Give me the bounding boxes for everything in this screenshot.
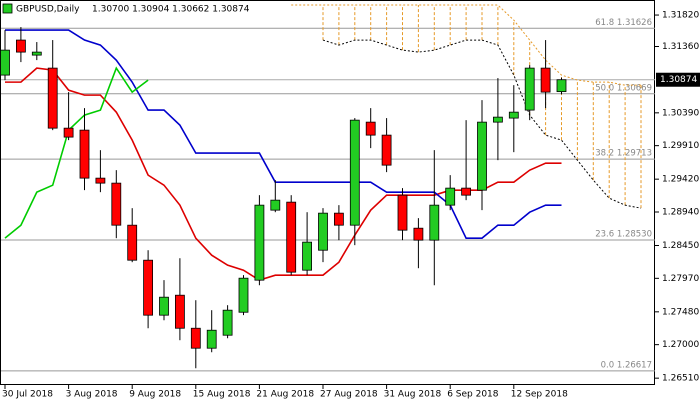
candle-body (524, 67, 535, 111)
y-tick-label: 1.28450 (662, 241, 699, 251)
candle-body (190, 327, 201, 349)
candle-body (31, 51, 42, 56)
candle-body (349, 119, 360, 226)
candle-body (556, 79, 567, 93)
fib-label: 23.6 1.28530 (595, 230, 652, 240)
y-tick-label: 1.28940 (662, 207, 699, 217)
fib-label: 38.2 1.29713 (595, 149, 652, 159)
x-tick-label: 12 Sep 2018 (511, 390, 568, 400)
candle-body (477, 121, 487, 191)
candle-body (95, 177, 106, 184)
y-tick-label: 1.31360 (662, 42, 699, 52)
y-tick-label: 1.26510 (662, 374, 699, 384)
candle-body (79, 129, 90, 179)
candle-body (540, 67, 551, 93)
candle-body (492, 116, 503, 123)
x-tick-label: 9 Aug 2018 (129, 390, 181, 400)
fib-label: 61.8 1.31626 (595, 18, 652, 28)
candle-body (270, 199, 281, 211)
candle-body (63, 127, 74, 138)
candle-body (333, 212, 344, 226)
indicator-line (4, 66, 149, 239)
candle-body (174, 294, 185, 329)
indicator-line (5, 29, 562, 239)
candle-body (508, 111, 519, 119)
candle-body (254, 204, 265, 281)
candle-body (127, 224, 138, 261)
candle-body (143, 259, 154, 316)
candle-body (238, 277, 249, 313)
y-tick-label: 1.27480 (662, 307, 699, 317)
x-tick-label: 6 Sep 2018 (447, 390, 499, 400)
y-tick-label: 1.30390 (662, 108, 699, 118)
candle-body (318, 212, 328, 251)
y-tick-label: 1.27970 (662, 274, 699, 284)
candle-body (0, 49, 10, 76)
fib-label: 50.0 1.30669 (595, 83, 652, 93)
x-tick-label: 15 Aug 2018 (193, 390, 251, 400)
x-tick-label: 3 Aug 2018 (66, 390, 118, 400)
y-tick-label: 1.27000 (662, 340, 699, 350)
y-tick-label: 1.31820 (662, 11, 699, 21)
x-tick-label: 31 Aug 2018 (384, 390, 442, 400)
candle-body (302, 241, 313, 271)
candle-body (206, 329, 217, 349)
ohlc-text: 1.30700 1.30904 1.30662 1.30874 (92, 5, 250, 15)
candle-body (15, 39, 26, 53)
candle-body (111, 182, 122, 226)
plot-frame (0, 0, 655, 385)
x-tick-label: 27 Aug 2018 (320, 390, 378, 400)
candle-body (159, 296, 169, 316)
candle-body (445, 187, 456, 206)
y-tick-label: 1.29910 (662, 141, 699, 151)
title-icon (2, 3, 13, 14)
candle-body (286, 201, 297, 273)
x-tick-label: 30 Jul 2018 (2, 390, 53, 400)
candle-body (47, 67, 58, 129)
candle-body (397, 194, 408, 231)
candle-body (222, 309, 233, 336)
candle-body (381, 134, 392, 166)
candle-body (413, 227, 424, 241)
fib-label: 0.0 1.26617 (601, 360, 652, 370)
y-tick-label: 1.29420 (662, 175, 699, 185)
candle-body (429, 204, 440, 241)
last-price-label: 1.30874 (660, 75, 697, 85)
x-tick-label: 21 Aug 2018 (256, 390, 314, 400)
last-price-box (656, 72, 700, 87)
candle-body (461, 187, 472, 196)
chart-title: GBPUSD,Daily (16, 5, 80, 15)
candle-body (365, 121, 376, 136)
